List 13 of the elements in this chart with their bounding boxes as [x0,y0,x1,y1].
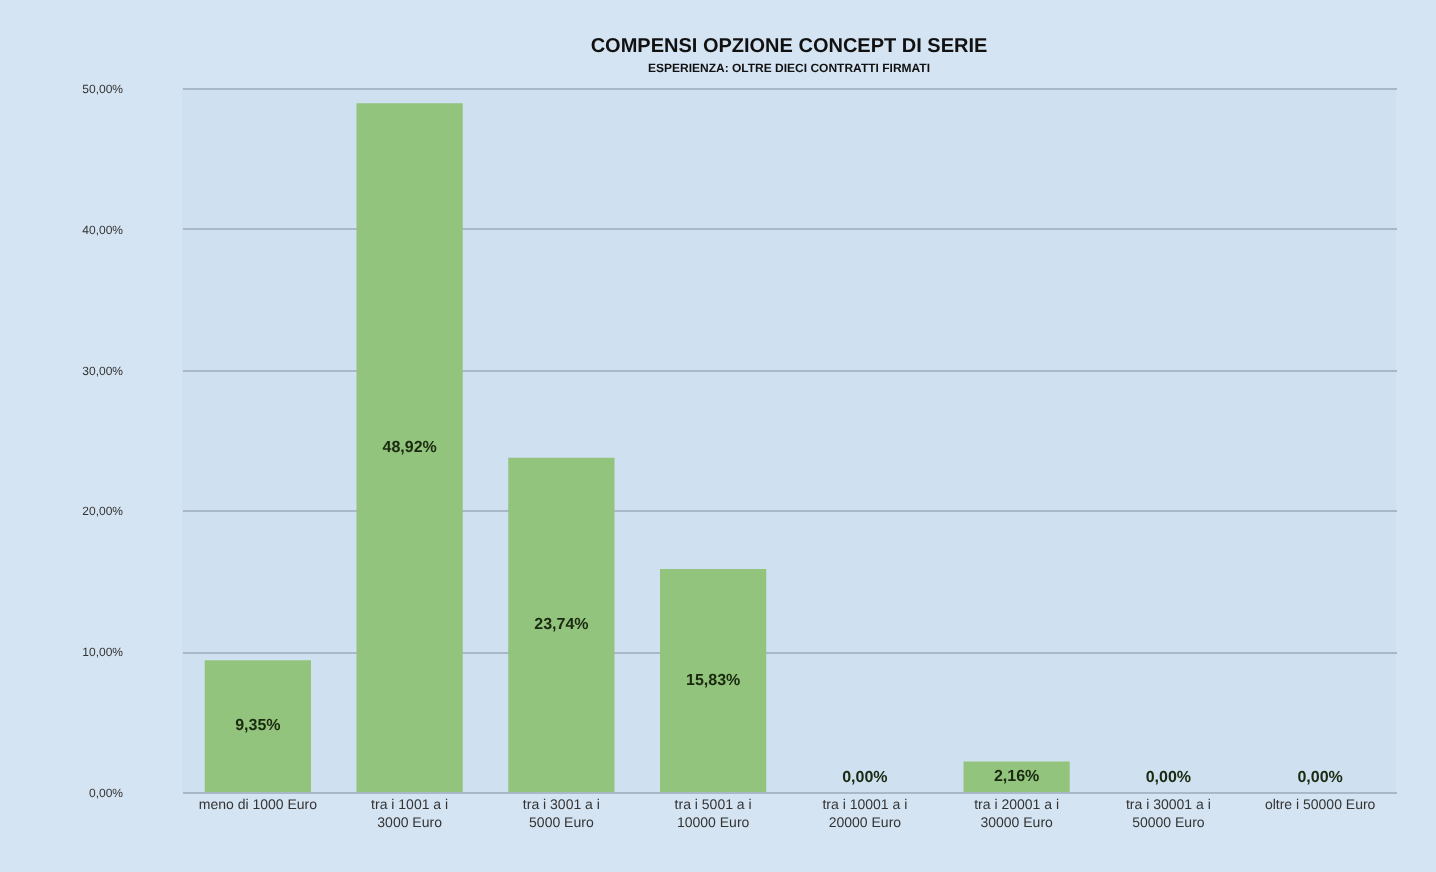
bar [660,569,767,792]
data-label: 0,00% [1145,768,1192,786]
bar [204,660,311,792]
data-label: 0,00% [1297,768,1343,786]
bar [356,103,463,792]
data-label: 2,16% [993,766,1040,785]
data-label: 23,74% [534,614,589,633]
data-label: 9,35% [235,716,281,735]
chart-title: COMPENSI OPZIONE CONCEPT DI SERIE [590,36,989,58]
data-label: 0,00% [842,768,888,786]
data-label: 48,92% [382,437,437,456]
data-label: 15,83% [685,670,741,689]
bar [508,457,615,792]
